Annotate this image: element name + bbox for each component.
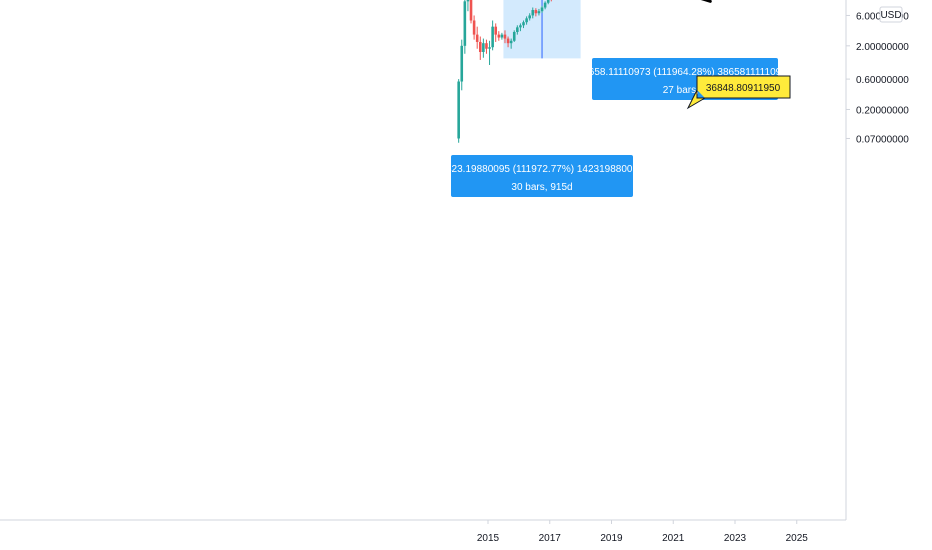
candle-body [519, 25, 522, 28]
time-axis[interactable]: 2015 2017 2019 2021 2023 2025 [477, 520, 808, 544]
y-tick-label: 2.00000000 [856, 42, 909, 53]
candle-body [506, 38, 510, 44]
candle-body [488, 47, 491, 49]
candle-body [491, 26, 494, 48]
currency-badge[interactable]: USD [879, 6, 903, 23]
measure-label-line2: 27 bars, 8 [663, 85, 708, 96]
candle-body [494, 26, 498, 35]
candle-body [500, 34, 504, 38]
candle-body [531, 10, 535, 16]
measure-label-line1: 38658.11110973 (111964.28%) 386581111109… [578, 67, 793, 78]
target-label: 36848.80911950 [686, 75, 791, 110]
measure-label-box [451, 155, 633, 197]
candle-body [525, 18, 528, 23]
measure-labels: 1423.19880095 (111972.77%) 142319880095 3… [440, 58, 793, 197]
currency-label: USD [880, 10, 901, 21]
x-tick-label: 2015 [477, 533, 500, 544]
x-tick-label: 2021 [662, 533, 685, 544]
x-tick-label: 2023 [724, 533, 747, 544]
candle-body [475, 34, 479, 42]
y-tick-label: 0.20000000 [856, 105, 909, 116]
candle-body [460, 45, 464, 82]
x-tick-label: 2019 [600, 533, 623, 544]
candle-body [509, 40, 513, 44]
candle-body [485, 43, 488, 49]
candle-body [540, 7, 544, 12]
measure-label-line1: 1423.19880095 (111972.77%) 142319880095 [440, 164, 644, 175]
candle-body [516, 27, 519, 32]
candle-body [503, 34, 507, 39]
candle-body [522, 22, 525, 26]
candle-body [528, 15, 531, 19]
candle-body [472, 20, 476, 35]
candles [457, 0, 552, 143]
candle-body [482, 43, 485, 52]
candle-body [466, 0, 470, 2]
candle-body [543, 2, 547, 8]
y-tick-label: 0.07000000 [856, 134, 909, 145]
candle-body [534, 10, 538, 14]
candle-body [546, 0, 550, 3]
measure-label-line2: 30 bars, 915d [511, 182, 572, 193]
x-tick-label: 2017 [539, 533, 562, 544]
target-label-text: 36848.80911950 [706, 83, 781, 94]
x-tick-label: 2025 [786, 533, 809, 544]
candle-body [512, 31, 516, 41]
y-tick-label: 0.60000000 [856, 75, 909, 86]
candle-body [537, 11, 541, 14]
candle-body [478, 41, 482, 52]
candle-body [457, 81, 460, 139]
candle-body [463, 1, 467, 46]
candle-body [497, 34, 501, 38]
candle-body [469, 0, 473, 21]
